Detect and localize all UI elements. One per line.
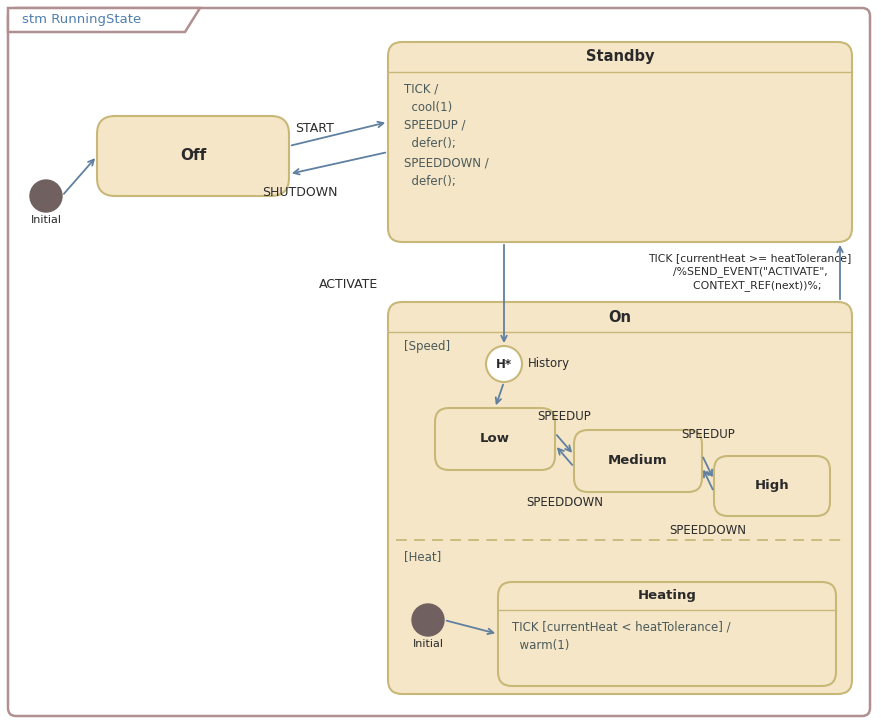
Text: Standby: Standby [586,49,655,65]
Text: stm RunningState: stm RunningState [22,14,141,27]
Text: SPEEDDOWN: SPEEDDOWN [670,523,746,537]
Text: Medium: Medium [608,454,668,468]
Text: Heating: Heating [638,590,697,603]
Text: SPEEDDOWN: SPEEDDOWN [526,496,603,508]
Text: On: On [609,309,632,325]
Text: [Speed]: [Speed] [404,340,450,353]
Text: [Heat]: [Heat] [404,550,441,563]
Circle shape [30,180,62,212]
Text: SHUTDOWN: SHUTDOWN [263,186,337,198]
Text: ACTIVATE: ACTIVATE [319,277,378,290]
FancyBboxPatch shape [714,456,830,516]
Text: TICK [currentHeat >= heatTolerance]
/%SEND_EVENT("ACTIVATE",
    CONTEXT_REF(nex: TICK [currentHeat >= heatTolerance] /%SE… [648,253,852,291]
FancyBboxPatch shape [574,430,702,492]
Polygon shape [8,8,200,32]
FancyBboxPatch shape [388,302,852,694]
Text: Initial: Initial [31,215,62,225]
Text: High: High [755,479,789,492]
Text: Initial: Initial [412,639,443,649]
Text: TICK [currentHeat < heatTolerance] /
  warm(1): TICK [currentHeat < heatTolerance] / war… [512,620,730,651]
Text: SPEEDUP: SPEEDUP [681,428,735,441]
FancyBboxPatch shape [498,582,836,686]
Circle shape [486,346,522,382]
Text: History: History [528,357,570,370]
Circle shape [412,604,444,636]
FancyBboxPatch shape [8,8,870,716]
Text: START: START [295,121,335,134]
FancyBboxPatch shape [435,408,555,470]
Text: Off: Off [180,149,206,163]
Text: H*: H* [496,357,512,370]
FancyBboxPatch shape [97,116,289,196]
Text: Low: Low [480,433,510,446]
FancyBboxPatch shape [388,42,852,242]
Text: SPEEDUP: SPEEDUP [537,410,591,423]
Text: TICK /
  cool(1)
SPEEDUP /
  defer();
SPEEDDOWN /
  defer();: TICK / cool(1) SPEEDUP / defer(); SPEEDD… [404,82,489,187]
